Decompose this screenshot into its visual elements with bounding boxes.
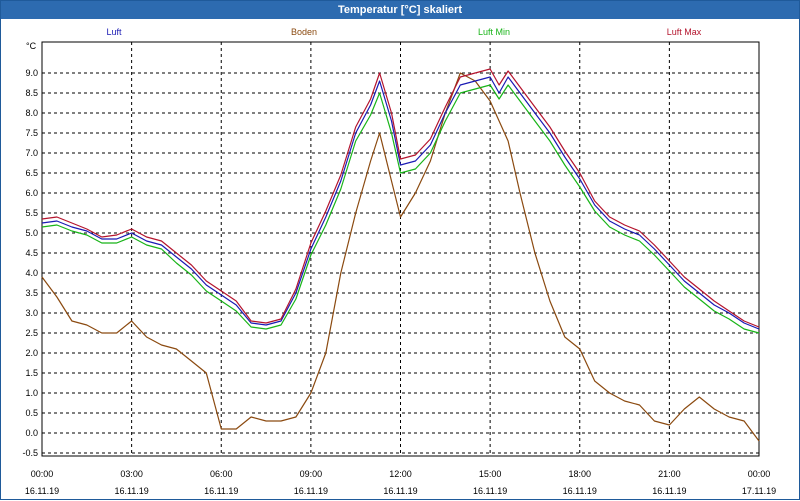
- x-tick-date: 16.11.19: [563, 486, 597, 496]
- x-tick-time: 18:00: [568, 469, 591, 479]
- x-tick-date: 16.11.19: [204, 486, 238, 496]
- x-tick-date: 16.11.19: [473, 486, 507, 496]
- y-tick-label: 6.5: [25, 168, 38, 178]
- y-tick-label: -0.5: [22, 448, 38, 458]
- x-tick-time: 03:00: [120, 469, 143, 479]
- x-tick-time: 15:00: [479, 469, 502, 479]
- x-tick-time: 00:00: [748, 469, 771, 479]
- y-tick-label: 5.5: [25, 208, 38, 218]
- x-tick-time: 00:00: [31, 469, 54, 479]
- y-tick-label: 7.0: [25, 148, 38, 158]
- x-tick-time: 06:00: [210, 469, 233, 479]
- series-line-luft-max: [41, 68, 760, 328]
- x-tick-date: 16.11.19: [383, 486, 417, 496]
- x-tick-date: 16.11.19: [294, 486, 328, 496]
- x-tick-date: 17.11.19: [742, 486, 776, 496]
- y-tick-label: 4.0: [25, 268, 38, 278]
- tick-labels: -0.5 0.0 0.5 1.0 1.5 2.0 2.5 3.0 3.5 4.0 4.5 5.0 5.5…: [22, 68, 776, 496]
- legend-entry-luft: Luft: [106, 27, 122, 37]
- x-tick-time: 09:00: [300, 469, 323, 479]
- y-tick-label: 1.5: [25, 368, 38, 378]
- y-tick-label: 8.5: [25, 88, 38, 98]
- series-line-luft: [41, 76, 760, 330]
- y-tick-label: 8.0: [25, 108, 38, 118]
- legend-entry-luft-min: Luft Min: [478, 27, 510, 37]
- y-tick-label: 4.5: [25, 248, 38, 258]
- series-line-luft-min: [41, 84, 760, 334]
- x-tick-time: 12:00: [389, 469, 412, 479]
- legend: Luft Boden Luft Min Luft Max: [106, 27, 701, 37]
- y-tick-label: 9.0: [25, 68, 38, 78]
- y-tick-label: 5.0: [25, 228, 38, 238]
- y-tick-label: 6.0: [25, 188, 38, 198]
- x-tick-time: 21:00: [658, 469, 681, 479]
- series-line-boden: [41, 72, 760, 442]
- plot-frame: [41, 41, 760, 457]
- y-tick-label: 2.5: [25, 328, 38, 338]
- x-tick-date: 16.11.19: [652, 486, 686, 496]
- x-tick-date: 16.11.19: [114, 486, 148, 496]
- y-tick-label: 3.5: [25, 288, 38, 298]
- grid: [42, 42, 759, 456]
- axes: °C: [26, 41, 760, 457]
- legend-entry-luft-max: Luft Max: [667, 27, 702, 37]
- y-tick-label: 2.0: [25, 348, 38, 358]
- y-tick-label: 1.0: [25, 388, 38, 398]
- legend-entry-boden: Boden: [291, 27, 317, 37]
- y-axis-label: °C: [26, 41, 37, 51]
- y-tick-label: 0.5: [25, 408, 38, 418]
- x-tick-date: 16.11.19: [25, 486, 59, 496]
- y-tick-label: 0.0: [25, 428, 38, 438]
- y-tick-label: 3.0: [25, 308, 38, 318]
- y-tick-label: 7.5: [25, 128, 38, 138]
- window-title: Temperatur [°C] skaliert: [1, 1, 799, 19]
- series-lines: [41, 68, 760, 442]
